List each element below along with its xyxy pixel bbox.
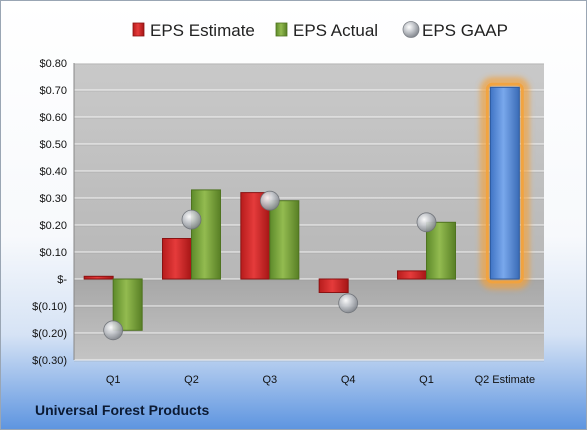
company-name: Universal Forest Products (35, 402, 210, 418)
y-tick-label: $0.60 (39, 112, 67, 124)
marker-eps-gaap (416, 212, 437, 233)
y-tick-label: $0.40 (39, 166, 67, 178)
legend-label: EPS Estimate (150, 21, 255, 40)
bar-eps-actual (191, 189, 221, 280)
bar-eps-estimate (83, 275, 114, 280)
y-tick-label: $(0.10) (32, 301, 67, 313)
x-tick-label: Q4 (341, 374, 356, 386)
marker-eps-gaap (181, 209, 202, 230)
bar-eps-estimate (162, 238, 192, 280)
bar-eps-actual (269, 200, 300, 280)
highlight-glow (480, 77, 530, 289)
legend-swatch (275, 22, 288, 37)
highlight-outline (485, 82, 524, 284)
legend-swatch (132, 22, 145, 37)
y-tick-label: $0.10 (39, 247, 67, 259)
y-tick-label: $0.50 (39, 139, 67, 151)
marker-eps-gaap (259, 190, 280, 211)
y-tick-label: $(0.20) (32, 328, 67, 340)
bar-eps-actual (426, 221, 456, 280)
plot-area-negative (74, 279, 544, 360)
bar-eps-estimate-q2 (489, 86, 520, 280)
marker-eps-gaap (338, 293, 359, 314)
x-tick-label: Q3 (262, 374, 277, 386)
y-tick-label: $- (57, 274, 67, 286)
x-tick-label: Q1 (106, 374, 121, 386)
y-tick-label: $0.80 (39, 58, 67, 70)
x-tick-label: Q2 Estimate (475, 374, 536, 386)
y-tick-label: $0.20 (39, 220, 67, 232)
y-tick-label: $0.30 (39, 193, 67, 205)
x-tick-label: Q2 (184, 374, 199, 386)
marker-eps-gaap (103, 320, 124, 341)
x-tick-label: Q1 (419, 374, 434, 386)
bar-eps-estimate (318, 278, 349, 293)
legend-label: EPS Actual (293, 21, 378, 40)
y-tick-label: $(0.30) (32, 355, 67, 367)
legend-swatch (402, 21, 420, 38)
legend-label: EPS GAAP (422, 21, 508, 40)
y-tick-label: $0.70 (39, 85, 67, 97)
bar-eps-estimate (397, 270, 427, 280)
